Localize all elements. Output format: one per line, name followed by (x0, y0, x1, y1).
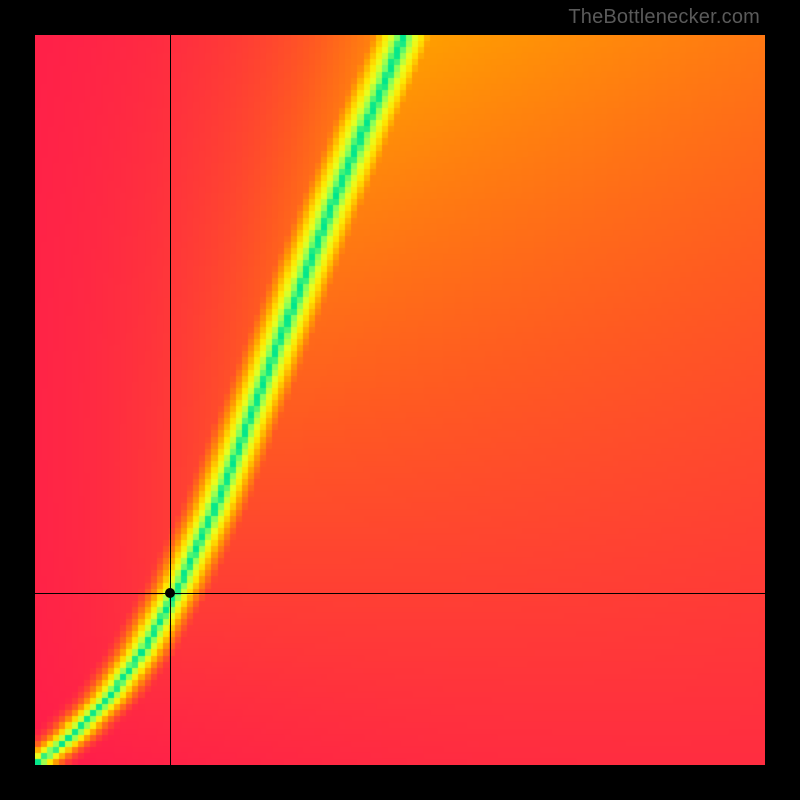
crosshair-vertical (170, 35, 171, 765)
watermark-text: TheBottlenecker.com (568, 6, 760, 29)
heatmap-plot (35, 35, 765, 765)
crosshair-marker (165, 588, 175, 598)
heatmap-canvas (35, 35, 765, 765)
crosshair-horizontal (35, 593, 765, 594)
